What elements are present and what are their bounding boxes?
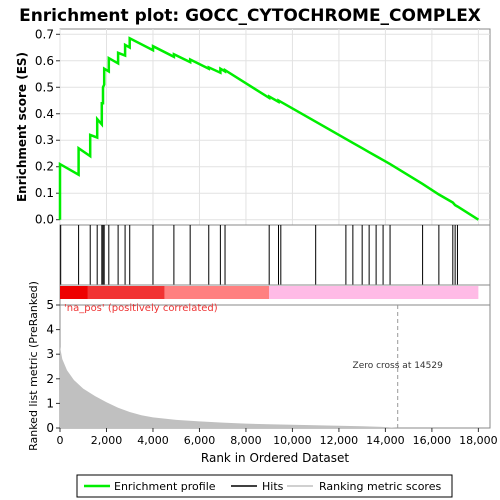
rank-color-bar xyxy=(59,284,491,306)
legend: Enrichment profile Hits Ranking metric s… xyxy=(76,474,453,498)
metric-y-tick-label: 2 xyxy=(46,372,54,386)
rank-color-segment xyxy=(164,286,270,299)
x-tick-label: 0 xyxy=(57,434,64,447)
ranking-metric-area xyxy=(60,346,479,428)
es-plot-frame xyxy=(59,28,491,226)
x-axis-ticks: 0 2,000 4,000 6,000 8,000 10,000 12,000 14,000 1… xyxy=(57,428,498,447)
chart-title: Enrichment plot: GOCC_CYTOCHROME_COMPLEX xyxy=(19,6,481,26)
hits-frame xyxy=(59,224,491,286)
es-y-tick-label: 0.0 xyxy=(35,213,54,227)
pos-correlation-label: 'na_pos' (positively correlated) xyxy=(64,303,218,314)
x-tick-label: 12,000 xyxy=(320,434,359,447)
metric-y-tick-label: 4 xyxy=(46,323,54,337)
legend-label-hits: Hits xyxy=(262,480,284,493)
x-tick-label: 2,000 xyxy=(91,434,123,447)
x-tick-label: 16,000 xyxy=(413,434,452,447)
x-tick-label: 4,000 xyxy=(137,434,169,447)
legend-box xyxy=(76,474,453,498)
es-y-tick-label: 0.6 xyxy=(35,54,54,68)
zero-cross-label: Zero cross at 14529 xyxy=(353,361,444,371)
x-tick-label: 14,000 xyxy=(366,434,405,447)
metric-y-tick-label: 3 xyxy=(46,347,54,361)
x-axis-label: Rank in Ordered Dataset xyxy=(201,451,349,465)
metric-y-tick-label: 5 xyxy=(46,298,54,312)
hit-lines xyxy=(60,225,458,285)
x-tick-label: 18,000 xyxy=(459,434,498,447)
es-y-tick-label: 0.4 xyxy=(35,107,54,121)
x-tick-label: 8,000 xyxy=(230,434,262,447)
es-y-tick-label: 0.2 xyxy=(35,160,54,174)
legend-label-metric: Ranking metric scores xyxy=(319,480,441,493)
es-y-tick-label: 0.1 xyxy=(35,186,54,200)
es-y-ticks: 0.0 0.1 0.2 0.3 0.4 0.5 0.6 0.7 xyxy=(35,27,60,227)
es-y-tick-label: 0.7 xyxy=(35,27,54,41)
es-profile-line xyxy=(58,36,480,221)
es-y-axis-label: Enrichment score (ES) xyxy=(15,52,29,202)
legend-label-enrichment: Enrichment profile xyxy=(114,480,216,493)
metric-plot-frame xyxy=(59,304,491,429)
es-panel: 0.0 0.1 0.2 0.3 0.4 0.5 0.6 0.7 Enrichment scor… xyxy=(15,27,491,227)
rank-color-segment xyxy=(60,286,88,299)
x-tick-label: 6,000 xyxy=(184,434,216,447)
es-gridlines xyxy=(59,29,490,225)
metric-y-axis-label: Ranked list metric (PreRanked) xyxy=(27,281,40,451)
es-y-tick-label: 0.5 xyxy=(35,80,54,94)
metric-y-tick-label: 0 xyxy=(46,421,54,435)
rank-color-segment xyxy=(87,286,165,299)
x-tick-label: 10,000 xyxy=(273,434,312,447)
hits-panel xyxy=(59,224,491,286)
metric-y-tick-label: 1 xyxy=(46,396,54,410)
rank-color-segment xyxy=(269,286,479,299)
es-y-tick-label: 0.3 xyxy=(35,133,54,147)
metric-y-ticks: 0 1 2 3 4 5 xyxy=(46,298,60,435)
